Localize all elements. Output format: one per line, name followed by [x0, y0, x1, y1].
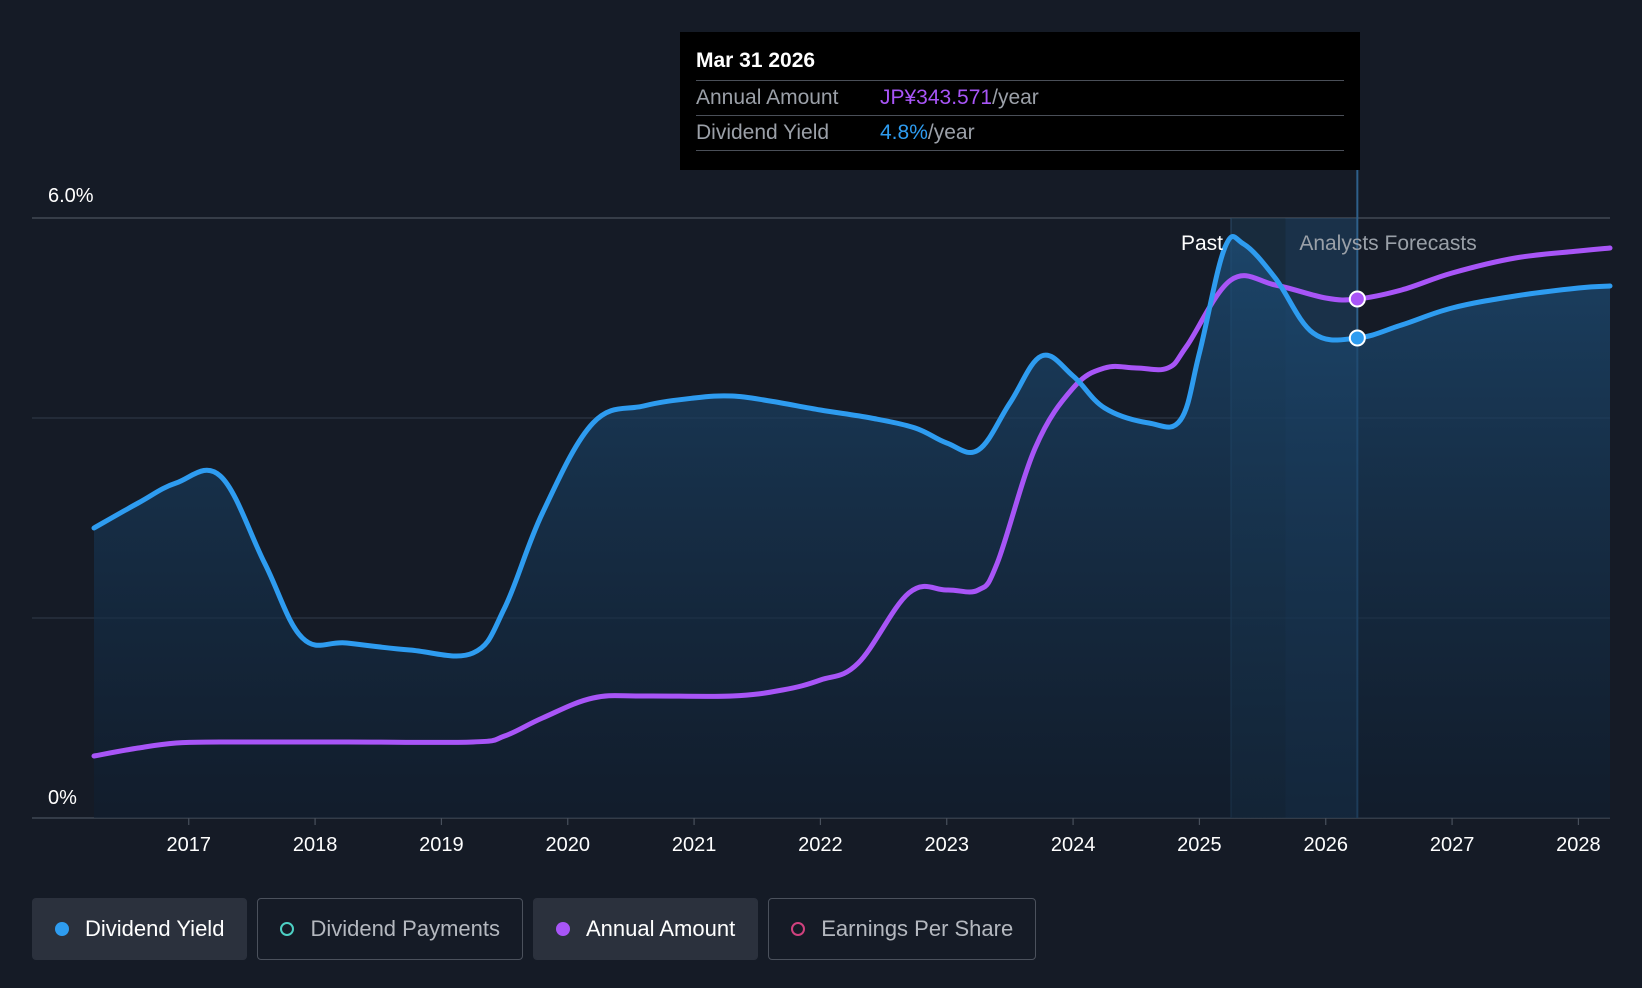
tooltip: Mar 31 2026 Annual Amount JP¥343.571/yea…: [680, 32, 1360, 170]
forecast-label: Analysts Forecasts: [1299, 232, 1476, 255]
x-tick-label: 2018: [293, 834, 338, 856]
legend-label: Dividend Yield: [85, 916, 225, 941]
x-tick-label: 2027: [1430, 834, 1475, 856]
tooltip-annual-value: JP¥343.571: [880, 86, 993, 109]
legend-label: Earnings Per Share: [821, 916, 1014, 941]
dividend-payments-dot-icon: [280, 922, 295, 936]
legend-label: Dividend Payments: [310, 916, 500, 941]
tooltip-annual-label: Annual Amount: [696, 86, 839, 109]
legend-annual-amount-button[interactable]: Annual Amount: [532, 898, 759, 960]
x-tick-label: 2028: [1556, 834, 1601, 856]
x-tick-label: 2024: [1051, 834, 1096, 856]
y-axis-label-max: 6.0%: [48, 185, 94, 207]
legend-label: Annual Amount: [585, 916, 736, 941]
x-tick-label: 2020: [546, 834, 591, 856]
annual-amount-marker: [1348, 290, 1366, 308]
tooltip-yield-unit: /year: [927, 121, 975, 144]
tooltip-date: Mar 31 2026: [696, 46, 1344, 81]
x-tick-label: 2021: [672, 834, 717, 856]
y-axis-label-min: 0%: [48, 787, 77, 809]
dividend-yield-dot-icon: [55, 922, 69, 936]
x-tick-label: 2017: [167, 834, 212, 856]
tooltip-yield-label: Dividend Yield: [696, 121, 830, 144]
x-tick-label: 2023: [925, 834, 970, 856]
x-tick-label: 2025: [1177, 834, 1222, 856]
past-label: Past: [1181, 232, 1223, 255]
tooltip-yield-row: Dividend Yield 4.8%/year: [696, 116, 1344, 151]
tooltip-annual-row: Annual Amount JP¥343.571/year: [696, 81, 1344, 116]
tooltip-annual-unit: /year: [992, 86, 1039, 109]
dividend-yield-area: [94, 236, 1610, 819]
legend: Dividend Yield Dividend Payments Annual …: [32, 898, 1037, 960]
dividend-yield-marker: [1348, 329, 1366, 347]
x-tick-label: 2026: [1304, 834, 1349, 856]
legend-earnings-per-share-button[interactable]: Earnings Per Share: [768, 898, 1037, 960]
legend-dividend-payments-button[interactable]: Dividend Payments: [257, 898, 523, 960]
x-tick-label: 2019: [419, 834, 464, 856]
tooltip-yield-value: 4.8%: [880, 121, 928, 144]
annual-amount-dot-icon: [555, 922, 570, 936]
annual-amount-line: [91, 245, 1613, 759]
dividend-yield-line: [91, 234, 1613, 659]
x-tick-label: 2022: [798, 834, 843, 856]
legend-dividend-yield-button[interactable]: Dividend Yield: [32, 898, 248, 960]
earnings-per-share-dot-icon: [791, 922, 806, 936]
